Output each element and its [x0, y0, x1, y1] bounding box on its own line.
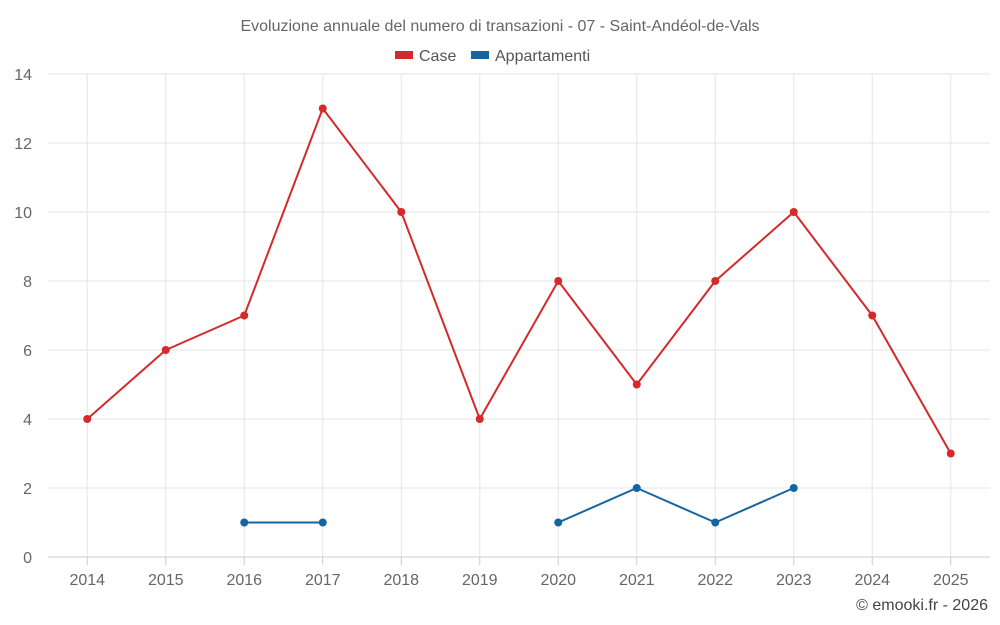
data-point-appartamenti-2016[interactable] — [240, 518, 249, 527]
y-tick-label: 8 — [23, 274, 32, 291]
legend-swatch-case[interactable] — [395, 51, 413, 59]
y-tick-label: 2 — [23, 481, 32, 498]
data-point-case-2017[interactable] — [318, 104, 327, 113]
x-tick-label: 2022 — [697, 572, 733, 589]
axes: 0 2 4 6 8 10 12 14 2014 2015 2016 2017 2018 2019 2020 2… — [14, 67, 990, 589]
data-point-case-2016[interactable] — [240, 311, 249, 320]
series — [83, 104, 955, 527]
chart-title: Evoluzione annuale del numero di transaz… — [240, 18, 759, 35]
series-line-case — [86, 107, 952, 454]
data-point-appartamenti-2021[interactable] — [632, 484, 641, 492]
data-point-case-2015[interactable] — [161, 346, 170, 354]
data-point-case-2020[interactable] — [554, 277, 563, 285]
series-line-appartamenti — [557, 487, 795, 524]
data-point-appartamenti-2020[interactable] — [554, 518, 563, 527]
series-appartamenti — [240, 484, 798, 527]
x-tick-label: 2019 — [462, 572, 498, 589]
x-tick-label: 2024 — [854, 572, 890, 589]
x-tick-label: 2020 — [540, 572, 576, 589]
data-point-case-2019[interactable] — [475, 415, 484, 423]
y-tick-label: 14 — [14, 67, 32, 84]
data-point-appartamenti-2022[interactable] — [711, 518, 720, 527]
data-point-appartamenti-2023[interactable] — [789, 484, 798, 492]
x-tick-label: 2025 — [933, 572, 969, 589]
grid — [48, 73, 990, 557]
y-tick-label: 10 — [14, 205, 32, 222]
data-point-case-2022[interactable] — [711, 277, 720, 285]
x-tick-label: 2015 — [148, 572, 184, 589]
data-point-case-2021[interactable] — [632, 380, 641, 389]
legend-label-appartamenti[interactable]: Appartamenti — [495, 48, 590, 65]
data-point-case-2025[interactable] — [946, 449, 955, 458]
legend: Case Appartamenti — [395, 48, 590, 65]
data-point-case-2014[interactable] — [83, 415, 92, 423]
y-tick-label: 4 — [23, 412, 32, 429]
y-tick-label: 12 — [14, 136, 32, 153]
y-tick-label: 0 — [23, 550, 32, 567]
x-tick-label: 2014 — [69, 572, 105, 589]
data-point-case-2024[interactable] — [868, 311, 877, 320]
credit-text: © emooki.fr - 2026 — [856, 597, 988, 614]
data-point-case-2023[interactable] — [789, 208, 798, 216]
legend-label-case[interactable]: Case — [419, 48, 456, 65]
data-point-case-2018[interactable] — [397, 208, 406, 216]
x-tick-label: 2023 — [776, 572, 812, 589]
legend-swatch-appartamenti[interactable] — [471, 51, 489, 59]
y-tick-label: 6 — [23, 343, 32, 360]
data-point-appartamenti-2017[interactable] — [318, 518, 327, 527]
x-tick-label: 2018 — [383, 572, 419, 589]
x-tick-label: 2016 — [226, 572, 262, 589]
series-case — [83, 104, 955, 458]
x-tick-label: 2017 — [305, 572, 341, 589]
x-tick-label: 2021 — [619, 572, 655, 589]
